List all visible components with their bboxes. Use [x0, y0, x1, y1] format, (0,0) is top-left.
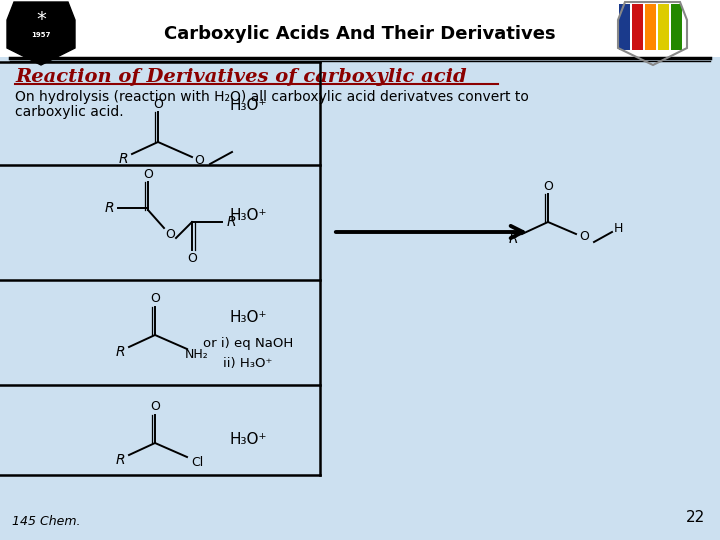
Bar [0, 0, 720, 57]
Bar [671, 4, 682, 50]
Text: NH₂: NH₂ [185, 348, 209, 361]
Text: R: R [115, 345, 125, 359]
Bar [645, 4, 656, 50]
Text: O: O [579, 231, 589, 244]
Bar [619, 4, 630, 50]
Text: 1957: 1957 [31, 32, 50, 38]
Text: O: O [165, 228, 175, 241]
Text: ii) H₃O⁺: ii) H₃O⁺ [223, 356, 273, 369]
Text: H₃O⁺: H₃O⁺ [229, 207, 266, 222]
Text: Reaction of Derivatives of carboxylic acid: Reaction of Derivatives of carboxylic ac… [15, 68, 467, 86]
Text: O: O [150, 401, 160, 414]
Text: R: R [104, 201, 114, 215]
Text: Cl: Cl [191, 456, 203, 469]
Text: H: H [613, 222, 623, 235]
Text: O: O [150, 293, 160, 306]
Text: On hydrolysis (reaction with H₂O) all carboxylic acid derivatves convert to: On hydrolysis (reaction with H₂O) all ca… [15, 90, 529, 104]
Text: 145 Chem.: 145 Chem. [12, 515, 81, 528]
Text: H₃O⁺: H₃O⁺ [229, 98, 266, 112]
Text: *: * [36, 10, 46, 29]
Text: H₃O⁺: H₃O⁺ [229, 433, 266, 448]
Text: O: O [153, 98, 163, 111]
Polygon shape [7, 2, 75, 65]
Text: R: R [115, 453, 125, 467]
Text: Carboxylic Acids And Their Derivatives: Carboxylic Acids And Their Derivatives [164, 25, 556, 43]
Text: H₃O⁺: H₃O⁺ [229, 310, 266, 326]
Text: O: O [143, 167, 153, 180]
Text: R: R [118, 152, 128, 166]
Text: R: R [226, 215, 236, 229]
Text: O: O [194, 153, 204, 166]
Text: 22: 22 [685, 510, 705, 525]
Bar [658, 4, 669, 50]
Text: O: O [187, 252, 197, 265]
Bar [632, 4, 643, 50]
Text: carboxylic acid.: carboxylic acid. [15, 105, 124, 119]
Text: or i) eq NaOH: or i) eq NaOH [203, 336, 293, 349]
Text: R: R [508, 232, 518, 246]
Text: O: O [543, 179, 553, 192]
